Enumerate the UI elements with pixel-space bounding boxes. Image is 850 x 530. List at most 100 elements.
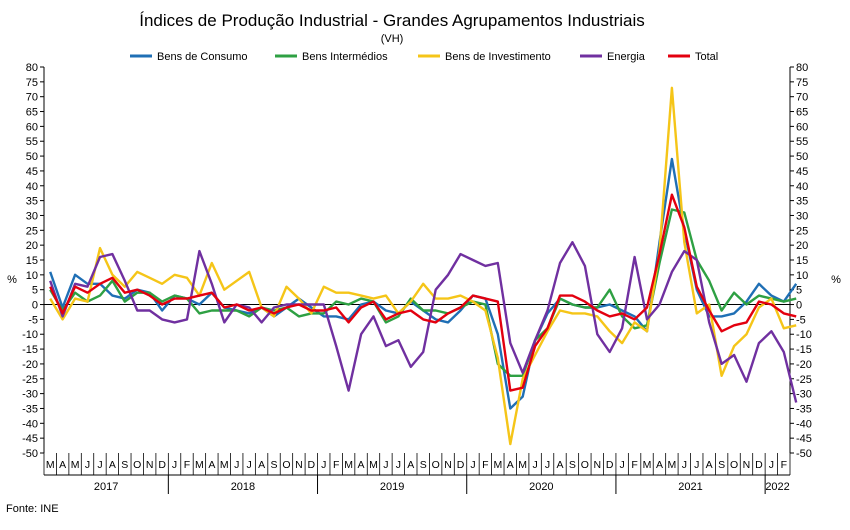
x-tick-label-month: D: [755, 459, 763, 471]
x-tick-label-month: F: [781, 459, 787, 471]
x-tick-label-month: M: [344, 459, 353, 471]
y-tick-label-right: -10: [796, 329, 812, 341]
x-tick-label-year: 2019: [380, 481, 404, 493]
y-tick-label-right: 70: [796, 92, 808, 104]
x-tick-label-month: N: [593, 459, 601, 471]
series-line-energia: [49, 240, 798, 403]
x-tick-label-month: M: [643, 459, 652, 471]
x-tick-label-year: 2022: [765, 481, 789, 493]
x-tick-label-month: O: [581, 459, 589, 471]
y-tick-label-right: 60: [796, 121, 808, 133]
y-tick-label-left: 40: [26, 181, 38, 193]
x-tick-label-month: D: [457, 459, 465, 471]
y-tick-label-left: -35: [22, 403, 38, 415]
x-tick-label-year: 2018: [231, 481, 255, 493]
legend-label: Total: [695, 51, 718, 63]
y-tick-label-right: 65: [796, 107, 808, 119]
x-tick-label-month: A: [656, 459, 663, 471]
x-tick-label-month: A: [556, 459, 563, 471]
x-tick-label-month: M: [518, 459, 527, 471]
y-tick-label-right: 30: [796, 210, 808, 222]
y-tick-label-left: 55: [26, 136, 38, 148]
y-axis-label-left: %: [7, 274, 17, 286]
x-tick-label-month: A: [507, 459, 514, 471]
x-tick-label-month: J: [769, 459, 774, 471]
x-tick-label-month: J: [172, 459, 177, 471]
legend-label: Energia: [607, 51, 646, 63]
y-tick-label-left: 45: [26, 166, 38, 178]
x-tick-label-month: A: [208, 459, 215, 471]
x-tick-label-month: J: [383, 459, 388, 471]
axes: -50 -50-45 -45-40 -40-35 -35-30 -30-25 -25-20-…: [22, 62, 812, 460]
x-tick-label-month: F: [631, 459, 637, 471]
y-tick-label-right: 20: [796, 240, 808, 252]
x-tick-label-month: J: [694, 459, 699, 471]
x-tick-label-month: D: [606, 459, 614, 471]
x-tick-label-month: N: [146, 459, 154, 471]
x-tick-label-month: A: [59, 459, 66, 471]
x-tick-label-month: J: [234, 459, 239, 471]
x-tick-label-month: N: [743, 459, 751, 471]
source-note: Fonte: INE: [6, 503, 59, 515]
y-tick-label-left: 60: [26, 121, 38, 133]
y-tick-label-left: 5: [32, 285, 38, 297]
x-tick-label-month: J: [532, 459, 537, 471]
y-tick-label-left: 15: [26, 255, 38, 267]
x-tick-label-month: J: [97, 459, 102, 471]
y-tick-label-left: -5: [28, 314, 38, 326]
y-tick-label-left: -25: [22, 374, 38, 386]
x-tick-label-month: D: [158, 459, 166, 471]
y-tick-label-left: -10: [22, 329, 38, 341]
x-tick-label-month: J: [396, 459, 401, 471]
legend: Bens de Consumo Bens Intermédios Bens de I…: [130, 51, 718, 63]
x-tick-label-month: O: [133, 459, 141, 471]
x-tick-label-month: A: [258, 459, 265, 471]
x-tick-label-year: 2020: [529, 481, 553, 493]
y-tick-label-right: -40: [796, 418, 812, 430]
x-tick-label-month: M: [220, 459, 229, 471]
y-tick-label-left: -15: [22, 344, 38, 356]
x-tick-label-month: F: [482, 459, 488, 471]
series-line-bens-de-investimento: [49, 86, 797, 446]
x-tick-label-month: D: [308, 459, 316, 471]
y-tick-label-left: 35: [26, 196, 38, 208]
chart-title: Índices de Produção Industrial - Grandes…: [139, 11, 645, 30]
series-group: [49, 86, 798, 446]
y-tick-label-right: -45: [796, 433, 812, 445]
legend-label: Bens de Consumo: [157, 51, 248, 63]
x-tick-label-month: J: [545, 459, 550, 471]
x-tick-label-month: M: [369, 459, 378, 471]
x-tick-label-month: A: [109, 459, 116, 471]
y-tick-label-right: 40: [796, 181, 808, 193]
y-tick-label-right: 10: [796, 270, 808, 282]
y-tick-label-left: 0: [32, 300, 38, 312]
x-tick-label-month: S: [420, 459, 427, 471]
x-tick-label-year: 2021: [678, 481, 702, 493]
x-tick-label-month: F: [184, 459, 190, 471]
y-tick-label-right: 35: [796, 196, 808, 208]
y-tick-label-left: 75: [26, 77, 38, 89]
y-tick-label-right: -20: [796, 359, 812, 371]
x-tick-label-month: S: [569, 459, 576, 471]
x-tick-label-month: A: [358, 459, 365, 471]
y-tick-label-left: -40: [22, 418, 38, 430]
x-tick-label-month: O: [282, 459, 290, 471]
y-tick-label-right: 75: [796, 77, 808, 89]
y-tick-label-right: 50: [796, 151, 808, 163]
y-tick-label-right: 45: [796, 166, 808, 178]
x-tick-label-month: A: [407, 459, 414, 471]
y-tick-label-right: 25: [796, 225, 808, 237]
y-tick-label-left: 80: [26, 62, 38, 74]
x-tick-label-month: A: [706, 459, 713, 471]
x-tick-label-month: F: [333, 459, 339, 471]
y-tick-label-left: -45: [22, 433, 38, 445]
x-tick-label-month: S: [271, 459, 278, 471]
x-tick-label-month: M: [668, 459, 677, 471]
x-tick-label-month: S: [121, 459, 128, 471]
x-tick-label-month: N: [444, 459, 452, 471]
x-tick-label-month: M: [71, 459, 80, 471]
series-line-total: [49, 193, 797, 392]
y-tick-label-left: 25: [26, 225, 38, 237]
